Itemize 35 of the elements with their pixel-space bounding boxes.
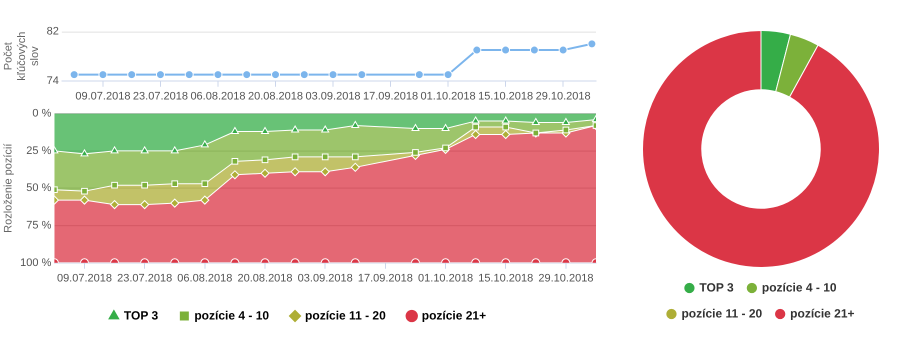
y-tick-label: 75 % bbox=[26, 220, 52, 232]
y-axis-title: Počet kľúčových slov bbox=[2, 32, 42, 81]
legend-label: pozície 4 - 10 bbox=[762, 280, 837, 294]
legend-label: pozície 21+ bbox=[790, 306, 855, 320]
legend-label: pozície 4 - 10 bbox=[194, 308, 270, 322]
x-tick-label: 23.07.2018 bbox=[117, 272, 172, 284]
x-tick-label: 20.08.2018 bbox=[248, 90, 304, 102]
y-tick-label: 82 bbox=[46, 26, 59, 38]
x-tick-label: 23.07.2018 bbox=[132, 90, 188, 102]
y-tick-label: 74 bbox=[46, 74, 59, 87]
x-tick-label: 17.09.2018 bbox=[363, 90, 418, 102]
y-tick-label: 100 % bbox=[20, 256, 52, 269]
legend-label: pozície 11 - 20 bbox=[681, 306, 762, 320]
y-tick-label: 0 % bbox=[32, 108, 52, 120]
x-tick-label: 09.07.2018 bbox=[75, 90, 130, 102]
x-tick-label: 06.08.2018 bbox=[177, 272, 232, 284]
x-tick-label: 15.10.2018 bbox=[478, 272, 534, 284]
x-tick-label: 01.10.2018 bbox=[420, 90, 476, 102]
x-tick-label: 20.08.2018 bbox=[237, 272, 293, 284]
legend-label: TOP 3 bbox=[699, 280, 734, 294]
x-tick-label: 29.10.2018 bbox=[538, 272, 594, 284]
legend-label: pozície 21+ bbox=[422, 308, 486, 322]
y-axis-title: Rozloženie pozícií bbox=[2, 142, 15, 233]
x-tick-label: 01.10.2018 bbox=[418, 272, 474, 284]
x-tick-label: 03.09.2018 bbox=[298, 272, 353, 284]
legend-label: TOP 3 bbox=[124, 308, 158, 322]
x-tick-label: 09.07.2018 bbox=[56, 272, 112, 284]
y-tick-label: 50 % bbox=[26, 182, 52, 194]
legend-label: pozície 11 - 20 bbox=[305, 308, 386, 322]
x-tick-label: 17.09.2018 bbox=[358, 272, 413, 284]
x-tick-label: 06.08.2018 bbox=[190, 90, 246, 102]
x-tick-label: 29.10.2018 bbox=[536, 90, 591, 102]
y-tick-label: 25 % bbox=[26, 144, 52, 157]
x-tick-label: 15.10.2018 bbox=[478, 90, 534, 102]
x-tick-label: 03.09.2018 bbox=[305, 90, 361, 102]
